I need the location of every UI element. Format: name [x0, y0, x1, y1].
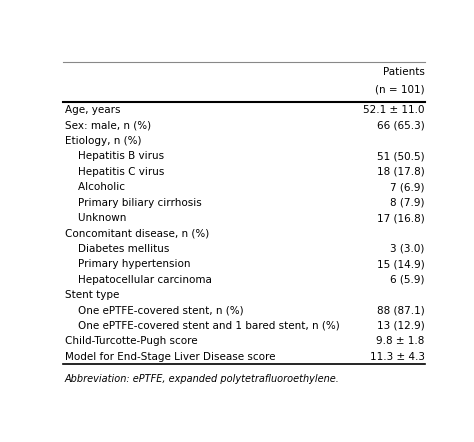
Text: 51 (50.5): 51 (50.5): [377, 151, 425, 161]
Text: Child-Turcotte-Pugh score: Child-Turcotte-Pugh score: [65, 336, 197, 347]
Text: 9.8 ± 1.8: 9.8 ± 1.8: [376, 336, 425, 347]
Text: Etiology, n (%): Etiology, n (%): [65, 136, 141, 146]
Text: One ePTFE-covered stent, n (%): One ePTFE-covered stent, n (%): [65, 305, 243, 316]
Text: Abbreviation: ePTFE, expanded polytetrafluoroethylene.: Abbreviation: ePTFE, expanded polytetraf…: [65, 374, 340, 384]
Text: 3 (3.0): 3 (3.0): [391, 244, 425, 254]
Text: 13 (12.9): 13 (12.9): [377, 321, 425, 331]
Text: Alcoholic: Alcoholic: [65, 182, 125, 192]
Text: Hepatitis B virus: Hepatitis B virus: [65, 151, 164, 161]
Text: 6 (5.9): 6 (5.9): [390, 274, 425, 285]
Text: Model for End-Stage Liver Disease score: Model for End-Stage Liver Disease score: [65, 352, 275, 362]
Text: Primary biliary cirrhosis: Primary biliary cirrhosis: [65, 198, 201, 208]
Text: 66 (65.3): 66 (65.3): [377, 121, 425, 130]
Text: One ePTFE-covered stent and 1 bared stent, n (%): One ePTFE-covered stent and 1 bared sten…: [65, 321, 339, 331]
Text: Age, years: Age, years: [65, 105, 120, 115]
Text: Patients: Patients: [383, 67, 425, 77]
Text: Diabetes mellitus: Diabetes mellitus: [65, 244, 169, 254]
Text: 7 (6.9): 7 (6.9): [390, 182, 425, 192]
Text: Sex: male, n (%): Sex: male, n (%): [65, 121, 151, 130]
Text: Hepatocellular carcinoma: Hepatocellular carcinoma: [65, 274, 211, 285]
Text: 88 (87.1): 88 (87.1): [377, 305, 425, 316]
Text: 18 (17.8): 18 (17.8): [377, 167, 425, 177]
Text: (n = 101): (n = 101): [375, 84, 425, 95]
Text: 17 (16.8): 17 (16.8): [377, 213, 425, 223]
Text: Primary hypertension: Primary hypertension: [65, 259, 190, 269]
Text: 11.3 ± 4.3: 11.3 ± 4.3: [370, 352, 425, 362]
Text: Concomitant disease, n (%): Concomitant disease, n (%): [65, 229, 209, 238]
Text: 8 (7.9): 8 (7.9): [390, 198, 425, 208]
Text: 52.1 ± 11.0: 52.1 ± 11.0: [363, 105, 425, 115]
Text: Unknown: Unknown: [65, 213, 126, 223]
Text: Hepatitis C virus: Hepatitis C virus: [65, 167, 164, 177]
Text: 15 (14.9): 15 (14.9): [377, 259, 425, 269]
Text: Stent type: Stent type: [65, 290, 119, 300]
